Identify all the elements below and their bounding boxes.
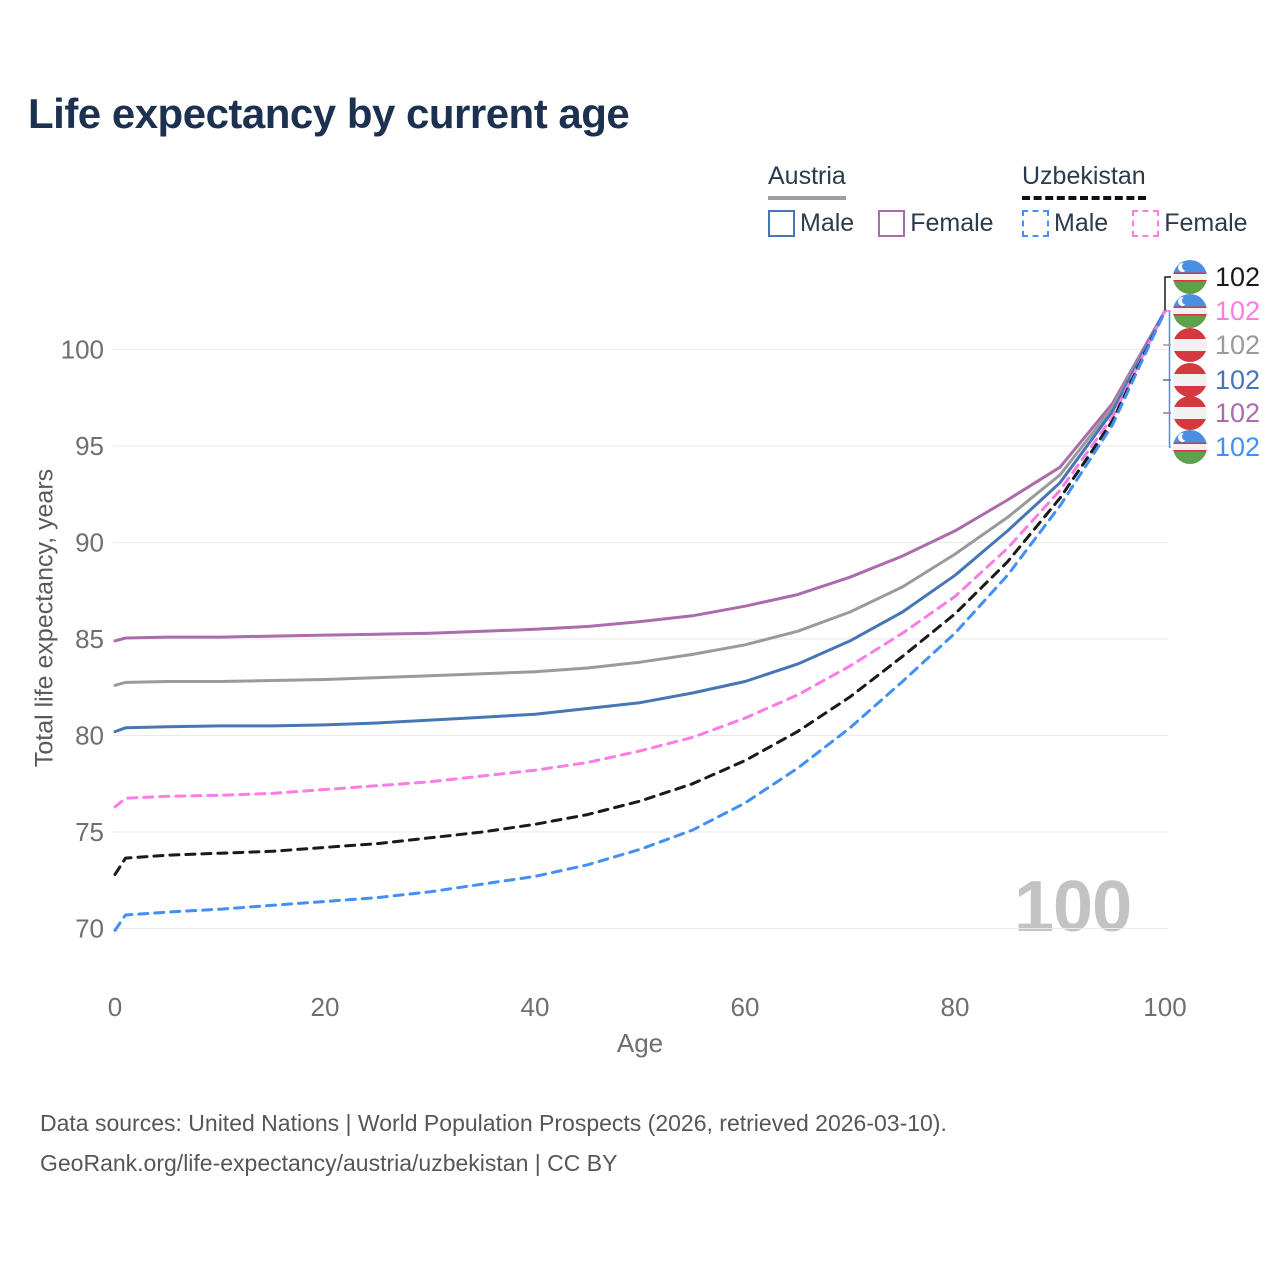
legend-group-uzbekistan: Uzbekistan Male Female [1022, 162, 1248, 238]
end-label-row-4: 102 [1173, 396, 1260, 430]
end-label-value: 102 [1215, 364, 1261, 395]
austria-female-label[interactable]: Female [910, 209, 994, 237]
end-label-row-0: 102 [1173, 260, 1260, 294]
end-label-value: 102 [1215, 261, 1261, 292]
y-tick-label-95: 95 [75, 431, 104, 461]
y-tick-label-100: 100 [61, 335, 104, 365]
series-line-uzbekistan-both-sexes[interactable] [113, 309, 1167, 876]
legend-group-austria: Austria Male Female [768, 162, 994, 238]
x-axis-title: Age [616, 1028, 664, 1058]
x-tick-label-40: 40 [521, 992, 550, 1022]
x-tick-label-80: 80 [941, 992, 970, 1022]
uzbekistan-flag-icon [1173, 430, 1207, 464]
austria-male-swatch-icon[interactable] [768, 210, 795, 237]
x-tick-label-60: 60 [731, 992, 760, 1022]
end-label-value: 102 [1215, 431, 1261, 462]
x-tick-label-0: 0 [108, 992, 122, 1022]
legend-uzbekistan-label[interactable]: Uzbekistan [1022, 162, 1146, 200]
austria-flag-icon [1173, 328, 1207, 362]
end-label-row-2: 102 [1173, 328, 1260, 362]
x-tick-label-100: 100 [1143, 992, 1186, 1022]
series-line-uzbekistan-male[interactable] [113, 309, 1167, 932]
end-label-row-5: 102 [1173, 430, 1260, 464]
uzbekistan-male-label[interactable]: Male [1054, 209, 1109, 237]
footer-line-2: GeoRank.org/life-expectancy/austria/uzbe… [40, 1150, 618, 1176]
uzbekistan-female-swatch-icon[interactable] [1132, 210, 1160, 237]
page-title: Life expectancy by current age [28, 90, 630, 137]
legend-row-austria: Male Female [768, 209, 994, 238]
watermark-age-100: 100 [1014, 867, 1132, 947]
uzbekistan-flag-icon [1173, 294, 1207, 328]
end-label-connector-5 [1165, 310, 1171, 448]
end-label-value: 102 [1215, 397, 1261, 428]
series-line-austria-both-sexes[interactable] [113, 309, 1167, 687]
end-label-value: 102 [1215, 329, 1261, 360]
end-label-row-3: 102 [1173, 363, 1260, 397]
end-label-value: 102 [1215, 295, 1261, 326]
series-line-austria-male[interactable] [113, 309, 1167, 734]
austria-female-swatch-icon[interactable] [878, 210, 906, 237]
series-line-austria-female[interactable] [113, 309, 1167, 643]
footer-line-1: Data sources: United Nations | World Pop… [40, 1110, 947, 1136]
y-tick-label-75: 75 [75, 817, 104, 847]
end-label-row-1: 102 [1173, 294, 1260, 328]
austria-flag-icon [1173, 396, 1207, 430]
uzbekistan-flag-icon [1173, 260, 1207, 294]
y-tick-label-70: 70 [75, 914, 104, 944]
x-tick-label-20: 20 [311, 992, 340, 1022]
legend-austria-label[interactable]: Austria [768, 162, 846, 200]
y-tick-label-80: 80 [75, 721, 104, 751]
end-label-connector-0 [1164, 276, 1171, 311]
y-tick-label-85: 85 [75, 624, 104, 654]
series-line-uzbekistan-female[interactable] [113, 309, 1167, 809]
y-tick-label-90: 90 [75, 528, 104, 558]
uzbekistan-female-label[interactable]: Female [1164, 209, 1248, 237]
legend-row-uzbekistan: Male Female [1022, 209, 1248, 238]
austria-male-label[interactable]: Male [800, 209, 855, 237]
austria-flag-icon [1173, 363, 1207, 397]
uzbekistan-male-swatch-icon[interactable] [1022, 210, 1049, 237]
